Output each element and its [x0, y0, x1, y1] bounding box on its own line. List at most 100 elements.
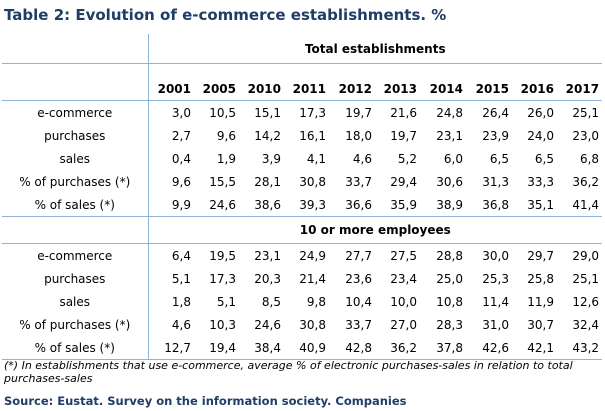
value-cell: 17,3 [299, 105, 326, 120]
value-cell: 4,6 [352, 151, 372, 166]
value-cell: 40,9 [284, 336, 329, 360]
value-cell: 10,4 [345, 294, 372, 309]
group-heading: 10 or more employees [148, 216, 603, 244]
year-header-row: 2001 2005 2010 2011 2012 2013 2014 2015 2016 2017 [2, 63, 603, 101]
value-cell: 33,7 [345, 317, 372, 332]
value-cell: 42,8 [329, 336, 375, 360]
value-cell: 5,1 [171, 271, 191, 286]
data-table: Total establishments 2001 2005 2010 2011 2012… [2, 34, 603, 360]
value-cell: 10,8 [436, 294, 463, 309]
year-header: 2001 [148, 63, 194, 101]
value-cell: 9,8 [306, 294, 326, 309]
value-cell: 23,6 [345, 271, 372, 286]
value-cell: 20,3 [254, 271, 281, 286]
row-label: purchases [2, 124, 149, 147]
value-cell: 23,1 [436, 128, 463, 143]
value-cell: 6,8 [579, 151, 600, 166]
table-row: % of purchases (*) 4,6 10,3 24,6 30,8 33,7 27,… [2, 313, 602, 336]
group-heading-row: Total establishments [2, 34, 603, 64]
value-cell: 33,7 [345, 174, 372, 189]
value-cell: 15,5 [209, 174, 236, 189]
source-line: Source: Eustat. Survey on the informatio… [4, 394, 407, 408]
value-cell: 42,1 [512, 336, 557, 360]
row-label: % of sales (*) [2, 336, 149, 360]
value-cell: 30,0 [482, 248, 509, 263]
value-cell: 26,0 [527, 105, 554, 120]
table-row: sales 1,8 5,1 8,5 9,8 10,4 10,0 10,8 11,4 11,9 12,… [2, 290, 602, 313]
value-cell: 42,6 [466, 336, 512, 360]
value-cell: 24,0 [527, 128, 554, 143]
value-cell: 3,9 [261, 151, 281, 166]
table-row: % of sales (*) 12,7 19,4 38,4 40,9 42,8 36,2 37… [2, 336, 603, 360]
label-cell [2, 34, 149, 64]
value-cell: 18,0 [345, 128, 372, 143]
value-cell: 25,1 [572, 271, 600, 286]
value-cell: 23,0 [572, 128, 600, 143]
row-label: e-commerce [2, 100, 149, 124]
value-cell: 9,6 [171, 174, 191, 189]
value-cell: 28,3 [436, 317, 463, 332]
year-header: 2011 [284, 63, 329, 101]
value-cell: 25,3 [482, 271, 509, 286]
value-cell: 27,5 [390, 248, 417, 263]
row-label: % of purchases (*) [2, 170, 149, 193]
value-cell: 24,6 [209, 197, 236, 212]
table-row: purchases 2,7 9,6 14,2 16,1 18,0 19,7 23,1 23,9 2… [2, 124, 602, 147]
value-cell: 21,6 [390, 105, 417, 120]
value-cell: 29,7 [527, 248, 554, 263]
value-cell: 19,5 [209, 248, 236, 263]
value-cell: 0,4 [171, 151, 191, 166]
year-header: 2017 [557, 63, 603, 101]
value-cell: 30,7 [527, 317, 554, 332]
year-header: 2010 [239, 63, 284, 101]
value-cell: 6,5 [489, 151, 509, 166]
row-label: sales [2, 147, 149, 170]
value-cell: 33,3 [527, 174, 554, 189]
value-cell: 24,6 [254, 317, 281, 332]
table-row: e-commerce 3,0 10,5 15,1 17,3 19,7 21,6 24,8 26,… [2, 100, 602, 124]
value-cell: 30,8 [299, 174, 326, 189]
value-cell: 32,4 [572, 317, 600, 332]
value-cell: 39,3 [299, 197, 326, 212]
value-cell: 23,1 [254, 248, 281, 263]
value-cell: 6,5 [534, 151, 554, 166]
year-header: 2013 [375, 63, 420, 101]
value-cell: 23,9 [482, 128, 509, 143]
value-cell: 26,4 [482, 105, 509, 120]
value-cell: 24,9 [299, 248, 326, 263]
value-cell: 30,8 [299, 317, 326, 332]
value-cell: 38,4 [239, 336, 284, 360]
value-cell: 4,6 [171, 317, 191, 332]
value-cell: 35,1 [527, 197, 554, 212]
value-cell: 17,3 [209, 271, 236, 286]
value-cell: 37,8 [420, 336, 466, 360]
value-cell: 2,7 [171, 128, 191, 143]
year-header: 2012 [329, 63, 375, 101]
value-cell: 3,0 [171, 105, 191, 120]
value-cell: 43,2 [557, 336, 603, 360]
value-cell: 12,7 [148, 336, 194, 360]
table-row: % of purchases (*) 9,6 15,5 28,1 30,8 33,7 29,… [2, 170, 602, 193]
value-cell: 41,4 [572, 197, 600, 212]
value-cell: 36,8 [482, 197, 509, 212]
value-cell: 25,1 [572, 105, 600, 120]
label-cell [2, 63, 149, 101]
table-title: Table 2: Evolution of e-commerce establi… [4, 6, 447, 24]
row-label: % of sales (*) [2, 193, 149, 217]
value-cell: 5,2 [397, 151, 417, 166]
table-row: e-commerce 6,4 19,5 23,1 24,9 27,7 27,5 28,8 30,… [2, 243, 602, 267]
row-label: purchases [2, 267, 149, 290]
year-header: 2005 [194, 63, 239, 101]
value-cell: 19,7 [345, 105, 372, 120]
footnote: (*) In establishments that use e-commerc… [4, 359, 573, 385]
value-cell: 8,5 [261, 294, 281, 309]
value-cell: 1,8 [171, 294, 191, 309]
value-cell: 36,2 [572, 174, 600, 189]
value-cell: 24,8 [436, 105, 463, 120]
value-cell: 30,6 [436, 174, 463, 189]
value-cell: 10,5 [209, 105, 236, 120]
value-cell: 10,3 [209, 317, 236, 332]
value-cell: 29,0 [572, 248, 600, 263]
value-cell: 27,7 [345, 248, 372, 263]
value-cell: 28,8 [436, 248, 463, 263]
